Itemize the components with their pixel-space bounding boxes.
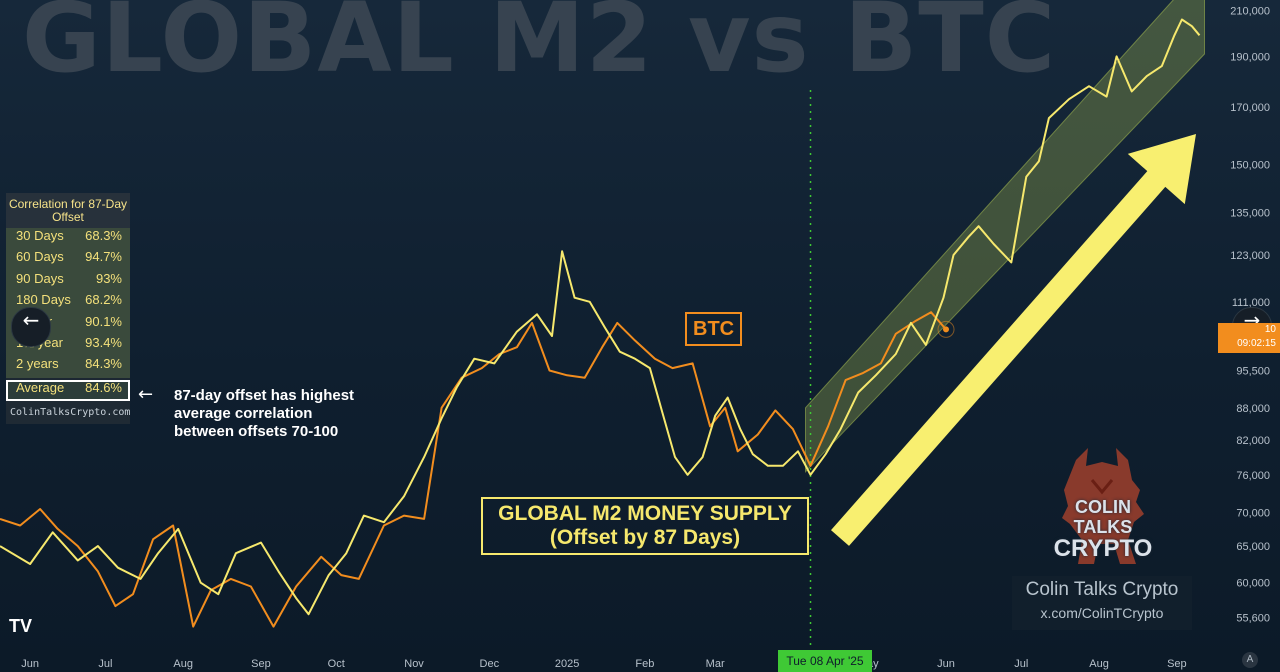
prev-glyph: ← [22,308,40,332]
correlation-table-title: Correlation for 87-Day Offset [6,193,130,228]
y-tick-label: 210,000 [1230,6,1270,18]
correlation-average-value: 84.6% [85,379,122,395]
btc-series-line [0,311,947,628]
y-tick-label: 95,500 [1236,365,1270,377]
price-tag-value: 10 [1264,324,1276,335]
y-tick-label: 150,000 [1230,159,1270,171]
x-tick-label: Jun [937,658,955,670]
x-tick-label: Oct [328,658,345,670]
m2-series-line [0,18,1201,616]
y-tick-label: 111,000 [1232,297,1270,309]
correlation-period: 30 Days [16,228,64,243]
uptrend-arrow-icon [831,134,1196,546]
x-tick-label: Aug [173,658,193,670]
y-tick-label: 190,000 [1230,51,1270,63]
annotation-line-2: average correlation [174,405,313,422]
correlation-value: 90.1% [85,313,122,329]
btc-last-point [943,326,950,333]
logo-text-line-2: CRYPTO [1053,535,1153,562]
btc-last-point-halo [937,320,955,338]
correlation-period: 90 Days [16,270,64,286]
correlation-period: 60 Days [16,249,64,265]
correlation-period: 180 Days [16,292,71,308]
y-tick-label: 123,000 [1230,250,1270,262]
bull-logo-icon [1062,448,1144,564]
price-tag-time: 09:02:15 [1237,338,1276,349]
correlation-rows: 30 Days 68.3% 60 Days 94.7% 90 Days 93% 180 Da… [6,228,130,378]
correlation-row: 90 Days 93% [6,270,130,293]
brand-handle[interactable]: x.com/ColinTCrypto [1040,605,1164,621]
y-tick-label: 135,000 [1230,207,1270,219]
auto-scale-button[interactable]: A [1242,652,1258,668]
crosshair-date-label: Tue 08 Apr '25 [778,650,872,672]
y-tick-label: 88,000 [1236,403,1270,415]
y-tick-label: 70,000 [1236,507,1270,519]
correlation-row: 60 Days 94.7% [6,249,130,271]
correlation-table: Correlation for 87-Day Offset 30 Days 68.… [6,193,130,425]
m2-label-line-2: (Offset by 87 Days) [549,526,741,549]
y-tick-label: 82,000 [1236,435,1270,447]
tradingview-logo-icon: TV [9,616,33,636]
x-tick-label: Sep [1167,658,1187,670]
y-tick-label: 55,600 [1236,612,1270,624]
y-tick-label: 170,000 [1230,102,1270,114]
annotation-line-1: 87-day offset has highest [174,387,355,404]
correlation-value: 84.3% [85,356,122,372]
annotation-line-3: between offsets 70-100 [174,423,339,440]
annotation-arrow-icon: ← [138,384,154,405]
trend-channel [805,0,1205,474]
x-tick-label: Sep [251,658,271,670]
logo-text-line-1: COLIN TALKS [1073,497,1133,537]
correlation-row: 30 Days 68.3% [6,228,130,250]
logo-text: COLIN TALKS CRYPTO [1044,497,1162,561]
branding-box: Colin Talks Crypto x.com/ColinTCrypto [1012,576,1192,630]
x-tick-label: Feb [635,658,654,670]
x-tick-label: Dec [480,658,500,670]
correlation-value: 94.7% [85,249,122,265]
correlation-period: 2 years [16,356,59,372]
correlation-average-label: Average [16,379,65,395]
current-price-tag: 10 09:02:15 [1218,323,1280,353]
m2-series-label: GLOBAL M2 MONEY SUPPLY (Offset by 87 Day… [481,497,809,555]
x-tick-label: Jul [1014,658,1028,670]
prev-arrow-icon[interactable]: ← [11,307,51,347]
brand-name: Colin Talks Crypto [1025,579,1179,600]
correlation-value: 93% [95,270,122,286]
x-tick-label: 2025 [555,658,579,670]
correlation-table-footer: ColinTalksCrypto.com [6,401,130,425]
m2-label-line-1: GLOBAL M2 MONEY SUPPLY [498,502,792,525]
correlation-value: 68.2% [85,292,122,308]
x-tick-label: Jun [21,658,39,670]
x-tick-label: Nov [404,658,424,670]
y-tick-label: 65,000 [1236,541,1270,553]
chart-title: GLOBAL M2 vs BTC [22,0,1057,94]
y-tick-label: 76,000 [1236,470,1270,482]
correlation-value: 68.3% [85,228,122,243]
btc-series-label: BTC [685,312,743,346]
correlation-average-row: Average 84.6% [6,379,130,402]
x-tick-label: Jul [98,658,112,670]
y-tick-label: 60,000 [1236,578,1270,590]
x-tick-label: Aug [1089,658,1109,670]
correlation-row: 2 years 84.3% [6,356,130,378]
offset-annotation: 87-day offset has highest average correl… [174,387,354,441]
x-tick-label: Mar [706,658,725,670]
correlation-value: 93.4% [85,334,122,350]
